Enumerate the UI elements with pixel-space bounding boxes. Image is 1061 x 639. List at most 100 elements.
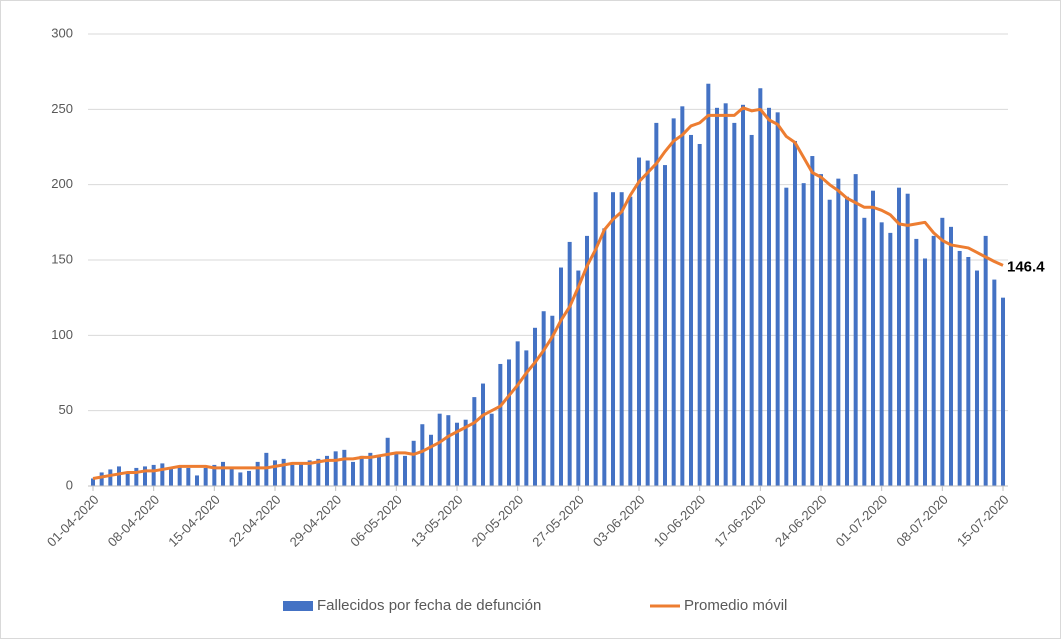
bar: [351, 461, 355, 486]
bar: [117, 466, 121, 486]
bar: [593, 192, 598, 486]
bar: [689, 134, 693, 487]
bar: [472, 397, 477, 486]
bar: [767, 107, 771, 487]
bar: [637, 157, 641, 486]
y-tick-label: 300: [51, 25, 73, 40]
bar: [533, 327, 537, 486]
bar: [645, 160, 650, 486]
bar: [238, 472, 243, 486]
bar: [836, 178, 841, 486]
bar: [585, 235, 589, 486]
bar: [576, 270, 581, 486]
bar: [784, 187, 789, 486]
bar: [221, 461, 225, 486]
bar: [680, 106, 685, 486]
bar: [342, 449, 347, 486]
bar: [619, 192, 624, 486]
bar: [819, 174, 823, 486]
bar: [420, 424, 425, 486]
bar: [333, 451, 338, 486]
y-tick-label: 250: [51, 101, 73, 116]
bar: [957, 250, 962, 486]
bar: [446, 415, 451, 486]
bar: [463, 419, 468, 486]
y-tick-label: 50: [59, 402, 73, 417]
bar: [793, 140, 797, 486]
bar: [394, 452, 399, 486]
bar: [715, 107, 719, 487]
bar: [99, 472, 104, 486]
bar: [177, 466, 182, 486]
legend-swatch: [283, 601, 313, 611]
bar: [515, 341, 520, 486]
y-tick-label: 100: [51, 327, 73, 342]
bar: [316, 458, 321, 486]
bar: [91, 478, 95, 486]
legend-label: Fallecidos por fecha de defunción: [317, 597, 541, 614]
bar: [290, 464, 295, 486]
bar: [281, 458, 286, 486]
bar: [992, 279, 997, 486]
bar: [247, 470, 251, 486]
bar: [524, 350, 529, 486]
legend-label: Promedio móvil: [684, 597, 787, 614]
bar: [212, 464, 217, 486]
bar: [151, 464, 156, 486]
bar: [671, 118, 676, 486]
line: [92, 106, 1004, 480]
bar: [871, 190, 875, 486]
bar: [862, 217, 867, 486]
bar: [203, 467, 208, 486]
bar: [732, 122, 737, 486]
bar: [455, 422, 459, 486]
bar: [602, 228, 607, 487]
bar: [498, 363, 503, 486]
bar: [741, 104, 745, 487]
bar: [706, 83, 711, 486]
bar: [143, 466, 147, 486]
bar: [299, 463, 303, 486]
bar: [160, 463, 165, 486]
bar: [758, 88, 763, 487]
bar: [983, 235, 988, 486]
bar: [810, 156, 815, 487]
bar: [541, 311, 546, 486]
bar: [481, 383, 485, 486]
bar: [949, 226, 953, 486]
bar: [723, 103, 728, 486]
bar: [559, 267, 563, 486]
bar: [368, 452, 373, 486]
bar: [169, 467, 173, 486]
bar: [186, 467, 191, 486]
bar: [255, 461, 260, 486]
bar: [125, 472, 130, 486]
bar: [697, 143, 702, 486]
bar: [307, 460, 312, 486]
bar: [359, 455, 364, 486]
bar: [663, 165, 667, 486]
bar: [940, 217, 945, 486]
bar: [654, 122, 659, 486]
bar: [749, 134, 754, 487]
bar: [827, 199, 832, 486]
bar: [264, 452, 269, 486]
bar: [975, 270, 979, 486]
bar: [489, 413, 494, 486]
bar: [385, 437, 390, 486]
bar: [429, 434, 433, 486]
y-tick-label: 200: [51, 176, 73, 191]
bar: [403, 455, 407, 486]
bar: [923, 258, 927, 486]
bar: [411, 440, 416, 486]
bar: [229, 467, 234, 486]
bar: [897, 187, 901, 486]
bar: [377, 455, 381, 486]
y-tick-label: 150: [51, 251, 73, 266]
bar: [437, 413, 442, 486]
bar: [195, 475, 199, 486]
bar: [1001, 297, 1005, 486]
data-label: 146.4: [1007, 258, 1045, 275]
